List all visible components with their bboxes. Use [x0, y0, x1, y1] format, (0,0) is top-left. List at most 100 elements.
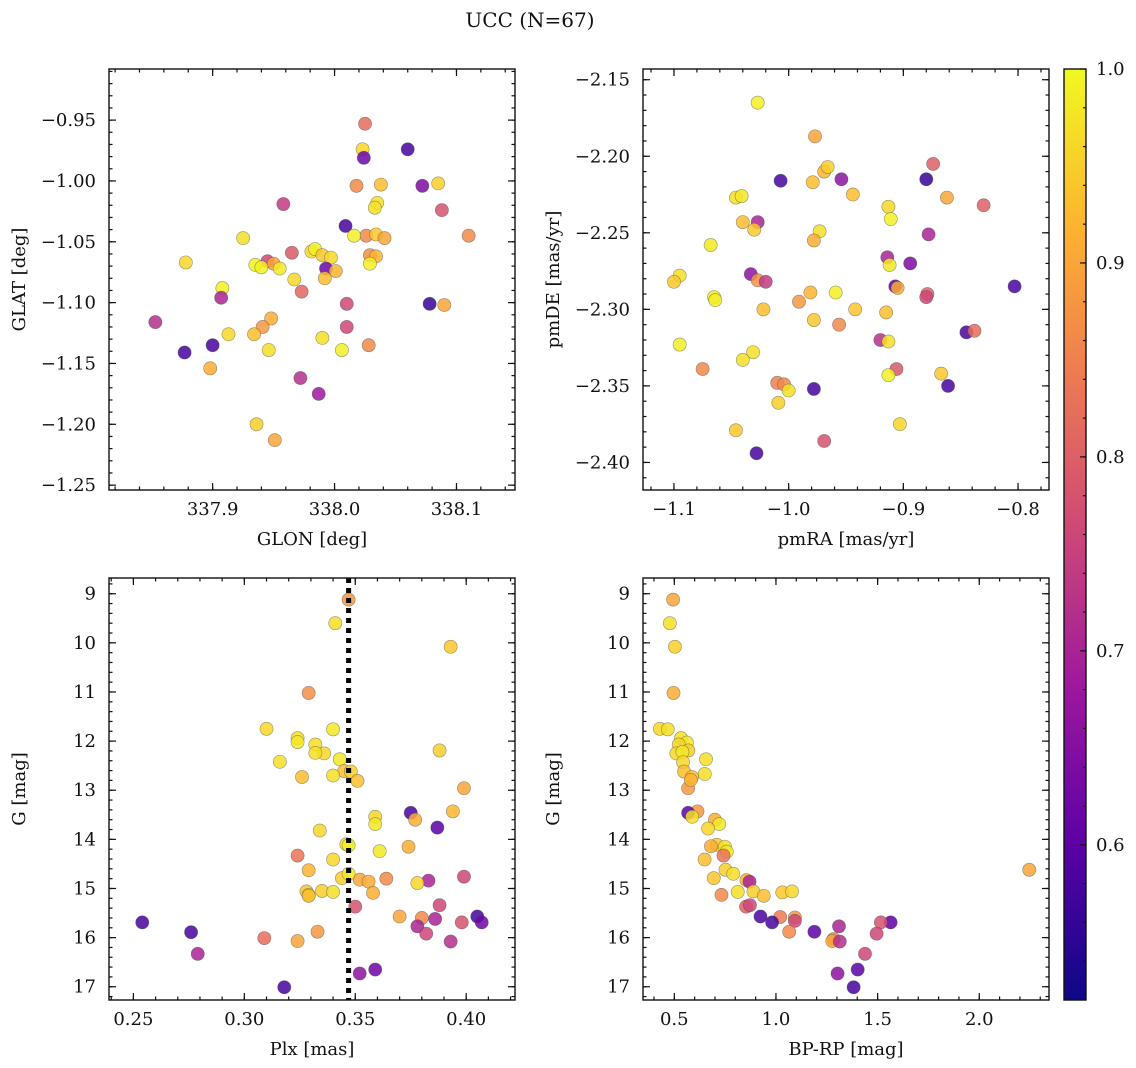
data-point: [749, 446, 764, 461]
data-point: [668, 639, 682, 654]
data-point: [820, 160, 835, 174]
data-point: [941, 378, 955, 393]
data-point: [893, 417, 907, 432]
data-point: [726, 866, 741, 881]
data-point: [443, 639, 458, 654]
y-tick-label: 12: [607, 731, 630, 752]
data-point: [148, 315, 163, 329]
data-point: [326, 722, 340, 737]
y-tick-label: −1.25: [41, 475, 96, 496]
data-point: [882, 258, 897, 272]
data-point: [284, 245, 299, 260]
data-point: [662, 616, 677, 631]
data-point: [349, 178, 364, 193]
x-axis-label: GLON [deg]: [257, 529, 367, 550]
y-tick-label: −2.25: [575, 223, 630, 244]
data-point: [178, 255, 193, 270]
data-point: [432, 898, 447, 913]
data-point: [848, 302, 863, 317]
data-point: [367, 200, 382, 215]
data-point: [850, 962, 865, 977]
x-tick-label: 338.0: [309, 499, 361, 520]
data-point: [290, 735, 305, 749]
data-point: [660, 722, 675, 737]
y-tick-label: −1.10: [41, 293, 96, 314]
y-tick-label: 15: [73, 878, 96, 899]
y-tick-label: 12: [73, 731, 96, 752]
data-point: [967, 323, 982, 338]
data-point: [903, 256, 918, 271]
scatter-panel-2: −1.1 −1.0 −0.9 −0.8 −2.15 −2.20 −2.25 −2.30 −2.3…: [543, 68, 1050, 550]
data-point: [781, 383, 796, 398]
data-point: [728, 423, 743, 438]
data-point: [290, 848, 305, 863]
x-tick-label: 1.5: [863, 1009, 892, 1030]
data-point: [432, 743, 447, 758]
data-point: [190, 946, 205, 961]
data-point: [750, 95, 765, 110]
colorbar-tick-label: 0.6: [1096, 835, 1125, 856]
data-point: [803, 285, 818, 300]
data-point: [247, 327, 261, 342]
y-tick-label: −1.00: [41, 171, 96, 192]
data-point: [277, 980, 292, 995]
y-tick-label: 14: [73, 829, 96, 850]
data-point: [667, 274, 681, 289]
data-point: [735, 352, 750, 367]
data-point: [734, 189, 749, 203]
data-point: [685, 809, 700, 824]
points-group: [652, 592, 1037, 995]
colorbar-tick-label: 0.9: [1096, 253, 1125, 274]
x-tick-label: 338.1: [431, 499, 483, 520]
data-point: [832, 317, 847, 332]
data-point: [758, 274, 773, 289]
data-point: [356, 150, 371, 165]
data-point: [697, 767, 712, 781]
data-point: [787, 914, 802, 928]
data-point: [317, 271, 332, 286]
data-point: [828, 285, 843, 300]
y-tick-label: −2.35: [575, 376, 630, 397]
data-point: [276, 197, 291, 211]
y-tick-label: −1.15: [41, 353, 96, 374]
data-point: [338, 219, 353, 233]
data-point: [940, 190, 954, 205]
data-point: [1007, 279, 1022, 294]
data-point: [249, 417, 264, 432]
data-point: [361, 338, 376, 353]
data-point: [326, 768, 340, 783]
data-point: [347, 228, 361, 243]
data-point: [976, 198, 991, 213]
data-point: [883, 212, 898, 226]
x-tick-label: 0.40: [446, 1009, 486, 1030]
y-tick-label: −2.20: [575, 146, 630, 167]
y-axis-label: GLAT [deg]: [9, 228, 30, 332]
data-point: [699, 752, 713, 767]
data-point: [352, 966, 367, 981]
data-point: [890, 281, 905, 295]
y-axis-label: G [mag]: [543, 752, 564, 825]
data-point: [135, 915, 150, 930]
data-point: [782, 924, 797, 939]
data-point: [401, 839, 416, 854]
y-tick-label: 13: [73, 780, 96, 801]
data-point: [716, 848, 731, 863]
data-point: [1022, 862, 1037, 877]
scatter-panel-3: 0.25 0.30 0.35 0.40 9 10 11 12 13 14 15 16 17 Plx [ma…: [9, 577, 516, 1060]
colorbar-tick-label: 0.7: [1096, 641, 1125, 662]
data-point: [400, 142, 415, 157]
x-tick-label: 0.5: [660, 1009, 689, 1030]
data-point: [832, 934, 847, 949]
data-point: [445, 804, 460, 819]
data-point: [257, 931, 272, 946]
x-axis-label: BP-RP [mag]: [788, 1039, 903, 1060]
data-point: [695, 362, 710, 376]
x-tick-label: 2.0: [965, 1009, 994, 1030]
y-tick-label: −1.05: [41, 232, 96, 253]
colorbar-gradient: [1064, 69, 1086, 1000]
data-point: [310, 924, 325, 939]
data-point: [830, 966, 845, 981]
data-point: [312, 823, 327, 838]
data-point: [806, 233, 821, 248]
data-point: [366, 886, 380, 900]
